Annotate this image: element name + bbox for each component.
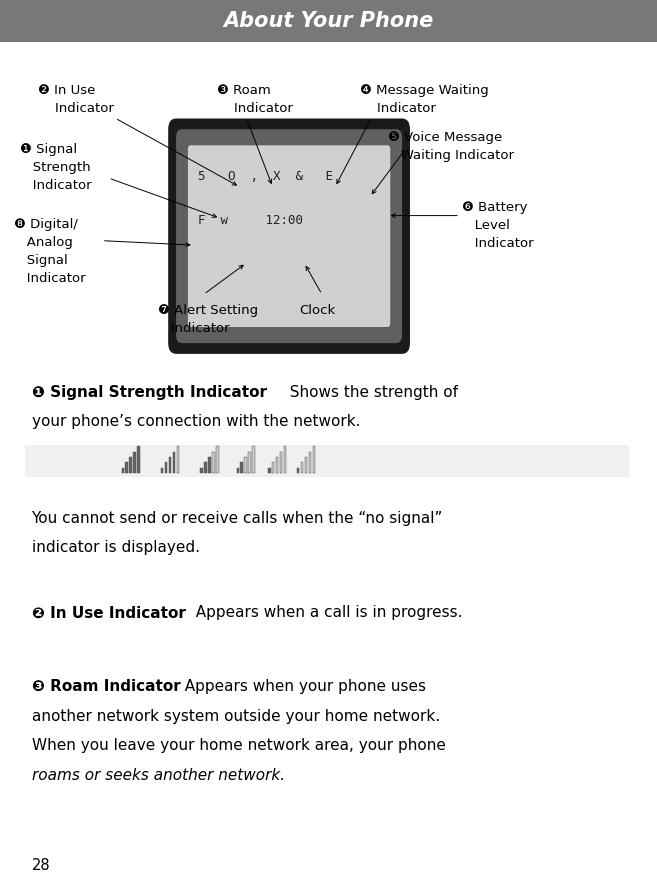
Text: ❽ Digital/: ❽ Digital/ xyxy=(14,218,78,232)
Bar xyxy=(252,447,255,474)
Text: indicator is displayed.: indicator is displayed. xyxy=(32,540,200,555)
Text: Indicator: Indicator xyxy=(14,272,86,285)
Bar xyxy=(237,468,239,474)
Bar xyxy=(240,463,243,474)
Bar xyxy=(0,0,657,43)
Bar xyxy=(301,463,304,474)
Text: When you leave your home network area, your phone: When you leave your home network area, y… xyxy=(32,738,445,753)
Bar xyxy=(122,468,124,474)
Text: Indicator: Indicator xyxy=(360,102,436,115)
Bar xyxy=(305,458,307,474)
Bar xyxy=(276,458,279,474)
FancyBboxPatch shape xyxy=(176,131,402,344)
Bar xyxy=(284,447,286,474)
Text: ❼ Alert Setting: ❼ Alert Setting xyxy=(158,304,258,317)
Bar xyxy=(313,447,315,474)
Bar xyxy=(165,463,168,474)
Bar xyxy=(212,452,215,474)
Text: roams or seeks another network.: roams or seeks another network. xyxy=(32,767,284,782)
Bar xyxy=(309,452,311,474)
Text: Signal: Signal xyxy=(14,254,68,267)
Text: Indicator: Indicator xyxy=(38,102,114,115)
FancyBboxPatch shape xyxy=(188,146,390,328)
Bar xyxy=(297,468,300,474)
Bar xyxy=(272,463,275,474)
Text: Indicator: Indicator xyxy=(158,322,229,335)
Text: another network system outside your home network.: another network system outside your home… xyxy=(32,708,440,723)
Bar xyxy=(280,452,283,474)
Text: Indicator: Indicator xyxy=(217,102,292,115)
Text: ❻ Battery: ❻ Battery xyxy=(462,201,528,215)
Text: ❹ Message Waiting: ❹ Message Waiting xyxy=(360,84,489,97)
Bar xyxy=(204,463,207,474)
Text: No signal: No signal xyxy=(335,445,403,460)
Text: Level: Level xyxy=(462,219,510,232)
FancyBboxPatch shape xyxy=(168,120,410,355)
Text: Waiting Indicator: Waiting Indicator xyxy=(388,148,514,162)
Text: Strong: Strong xyxy=(38,445,87,460)
Text: Indicator: Indicator xyxy=(20,179,91,192)
Text: your phone’s connection with the network.: your phone’s connection with the network… xyxy=(32,414,360,429)
Bar xyxy=(268,468,271,474)
Bar xyxy=(25,445,629,477)
Bar xyxy=(177,447,179,474)
Bar xyxy=(125,463,128,474)
Text: 28: 28 xyxy=(32,856,50,872)
Text: Indicator: Indicator xyxy=(462,237,533,250)
Text: ❶ Signal: ❶ Signal xyxy=(20,143,77,156)
Text: F  w     12:00: F w 12:00 xyxy=(198,215,304,227)
Text: ❷ In Use: ❷ In Use xyxy=(38,84,95,97)
Bar xyxy=(173,452,175,474)
Bar xyxy=(133,452,136,474)
Text: Appears when a call is in progress.: Appears when a call is in progress. xyxy=(186,604,463,620)
Text: Analog: Analog xyxy=(14,236,74,249)
Text: You cannot send or receive calls when the “no signal”: You cannot send or receive calls when th… xyxy=(32,510,443,526)
Bar xyxy=(248,452,251,474)
Text: ❸ Roam Indicator: ❸ Roam Indicator xyxy=(32,679,180,694)
Bar xyxy=(169,458,171,474)
Bar xyxy=(161,468,164,474)
Text: ❺ Voice Message: ❺ Voice Message xyxy=(388,131,502,144)
Text: About Your Phone: About Your Phone xyxy=(223,12,434,31)
Bar xyxy=(137,447,140,474)
Text: Shows the strength of: Shows the strength of xyxy=(280,384,458,400)
Text: Clock: Clock xyxy=(299,304,335,317)
Bar xyxy=(244,458,247,474)
Text: Strength: Strength xyxy=(20,161,90,174)
Bar xyxy=(208,458,211,474)
Bar xyxy=(216,447,219,474)
Text: ❷ In Use Indicator: ❷ In Use Indicator xyxy=(32,604,185,620)
Bar xyxy=(129,458,132,474)
Text: Appears when your phone uses: Appears when your phone uses xyxy=(175,679,426,694)
Text: ❶ Signal Strength Indicator: ❶ Signal Strength Indicator xyxy=(32,384,267,400)
Bar xyxy=(200,468,203,474)
Text: 5   O  ,  X  &   E: 5 O , X & E xyxy=(198,170,333,182)
Text: ❸ Roam: ❸ Roam xyxy=(217,84,271,97)
